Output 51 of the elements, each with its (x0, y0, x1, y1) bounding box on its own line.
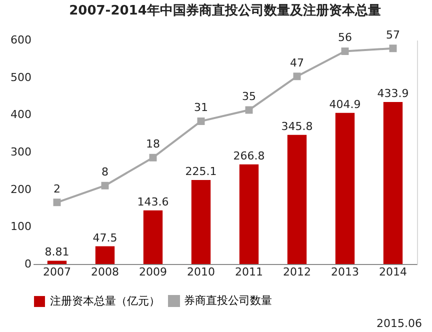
data-label: 404.9 (329, 98, 361, 111)
data-label: 18 (146, 138, 160, 151)
data-label: 225.1 (185, 164, 217, 178)
point (101, 182, 109, 190)
bar (191, 180, 211, 264)
y-tick-label: 300 (10, 146, 32, 158)
data-label: 56 (338, 31, 352, 44)
data-label: 2 (54, 182, 60, 196)
x-tick-label: 2011 (235, 266, 263, 278)
bar (383, 102, 403, 264)
legend-label: 券商直投公司数量 (184, 294, 272, 307)
chart-title: 2007-2014年中国券商直投公司数量及注册资本总量 (69, 2, 381, 18)
point (149, 154, 157, 162)
y-tick-label: 200 (10, 182, 32, 196)
bar (95, 246, 115, 264)
y-tick-label: 100 (10, 220, 32, 234)
point (197, 117, 205, 125)
x-tick-label: 2013 (331, 266, 359, 278)
x-tick-label: 2010 (187, 266, 215, 278)
point (341, 47, 349, 55)
bar (47, 260, 67, 264)
legend-label: 注册资本总量（亿元） (50, 294, 160, 308)
data-label: 47 (290, 56, 304, 70)
y-tick-label: 400 (10, 108, 32, 122)
data-label: 345.8 (281, 120, 313, 133)
data-label: 143.6 (137, 195, 169, 208)
point (389, 44, 397, 52)
x-tick-label: 2008 (91, 266, 119, 278)
text: 2015.06 (376, 317, 422, 330)
bar (335, 112, 355, 264)
point (245, 106, 253, 114)
point (53, 198, 61, 206)
data-label: 8.81 (44, 246, 70, 259)
point (293, 72, 301, 80)
data-label: 8 (102, 166, 108, 179)
data-label: 35 (242, 90, 256, 103)
bar (287, 134, 307, 264)
y-tick-label: 500 (10, 70, 32, 84)
data-label: 266.8 (233, 149, 265, 162)
data-label: 57 (386, 28, 400, 42)
y-tick-label: 600 (10, 34, 32, 46)
data-label: 31 (194, 101, 208, 114)
data-label: 47.5 (92, 231, 118, 244)
x-tick-label: 2009 (139, 266, 167, 278)
x-tick-label: 2014 (379, 266, 407, 278)
bar (239, 164, 259, 264)
x-tick-label: 2012 (283, 266, 311, 278)
bar (143, 210, 163, 264)
data-label: 433.9 (377, 87, 409, 100)
x-tick-label: 2007 (43, 266, 71, 278)
y-tick-label: 0 (24, 258, 32, 270)
